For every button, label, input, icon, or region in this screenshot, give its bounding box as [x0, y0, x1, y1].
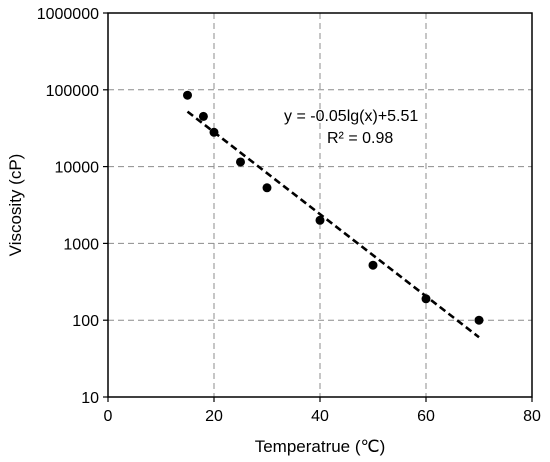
- data-point: [421, 294, 431, 304]
- x-tick-label: 0: [104, 408, 113, 425]
- data-point: [315, 215, 325, 225]
- data-points: [183, 90, 484, 325]
- y-tick-label: 10: [81, 390, 99, 407]
- trendline-group: [186, 110, 480, 339]
- data-point: [198, 111, 208, 121]
- y-tick-label: 100000: [46, 83, 99, 100]
- x-axis-label: Temperatrue (℃): [255, 437, 386, 456]
- y-axis-label: Viscosity (cP): [6, 154, 25, 257]
- trendline-equation: y = -0.05lg(x)+5.51: [284, 108, 418, 125]
- x-tick-label: 80: [523, 408, 541, 425]
- y-axis-ticks: 10 100 1000 10000 100000 1000000: [37, 6, 108, 407]
- x-tick-label: 60: [417, 408, 435, 425]
- trendline: [186, 110, 480, 339]
- y-tick-label: 100: [72, 313, 99, 330]
- x-tick-label: 20: [205, 408, 223, 425]
- x-axis-ticks: 0 20 40 60 80: [104, 397, 541, 425]
- data-point: [236, 157, 245, 167]
- x-tick-label: 40: [311, 408, 329, 425]
- data-point: [474, 315, 484, 325]
- data-point: [262, 183, 272, 193]
- y-tick-label: 1000: [63, 236, 99, 253]
- y-tick-label: 10000: [55, 160, 100, 177]
- y-tick-label: 1000000: [37, 6, 99, 23]
- r-squared-label: R² = 0.98: [327, 130, 393, 147]
- data-point: [209, 127, 219, 137]
- data-point: [183, 90, 192, 100]
- data-point: [368, 260, 378, 270]
- grid-lines: [108, 13, 532, 397]
